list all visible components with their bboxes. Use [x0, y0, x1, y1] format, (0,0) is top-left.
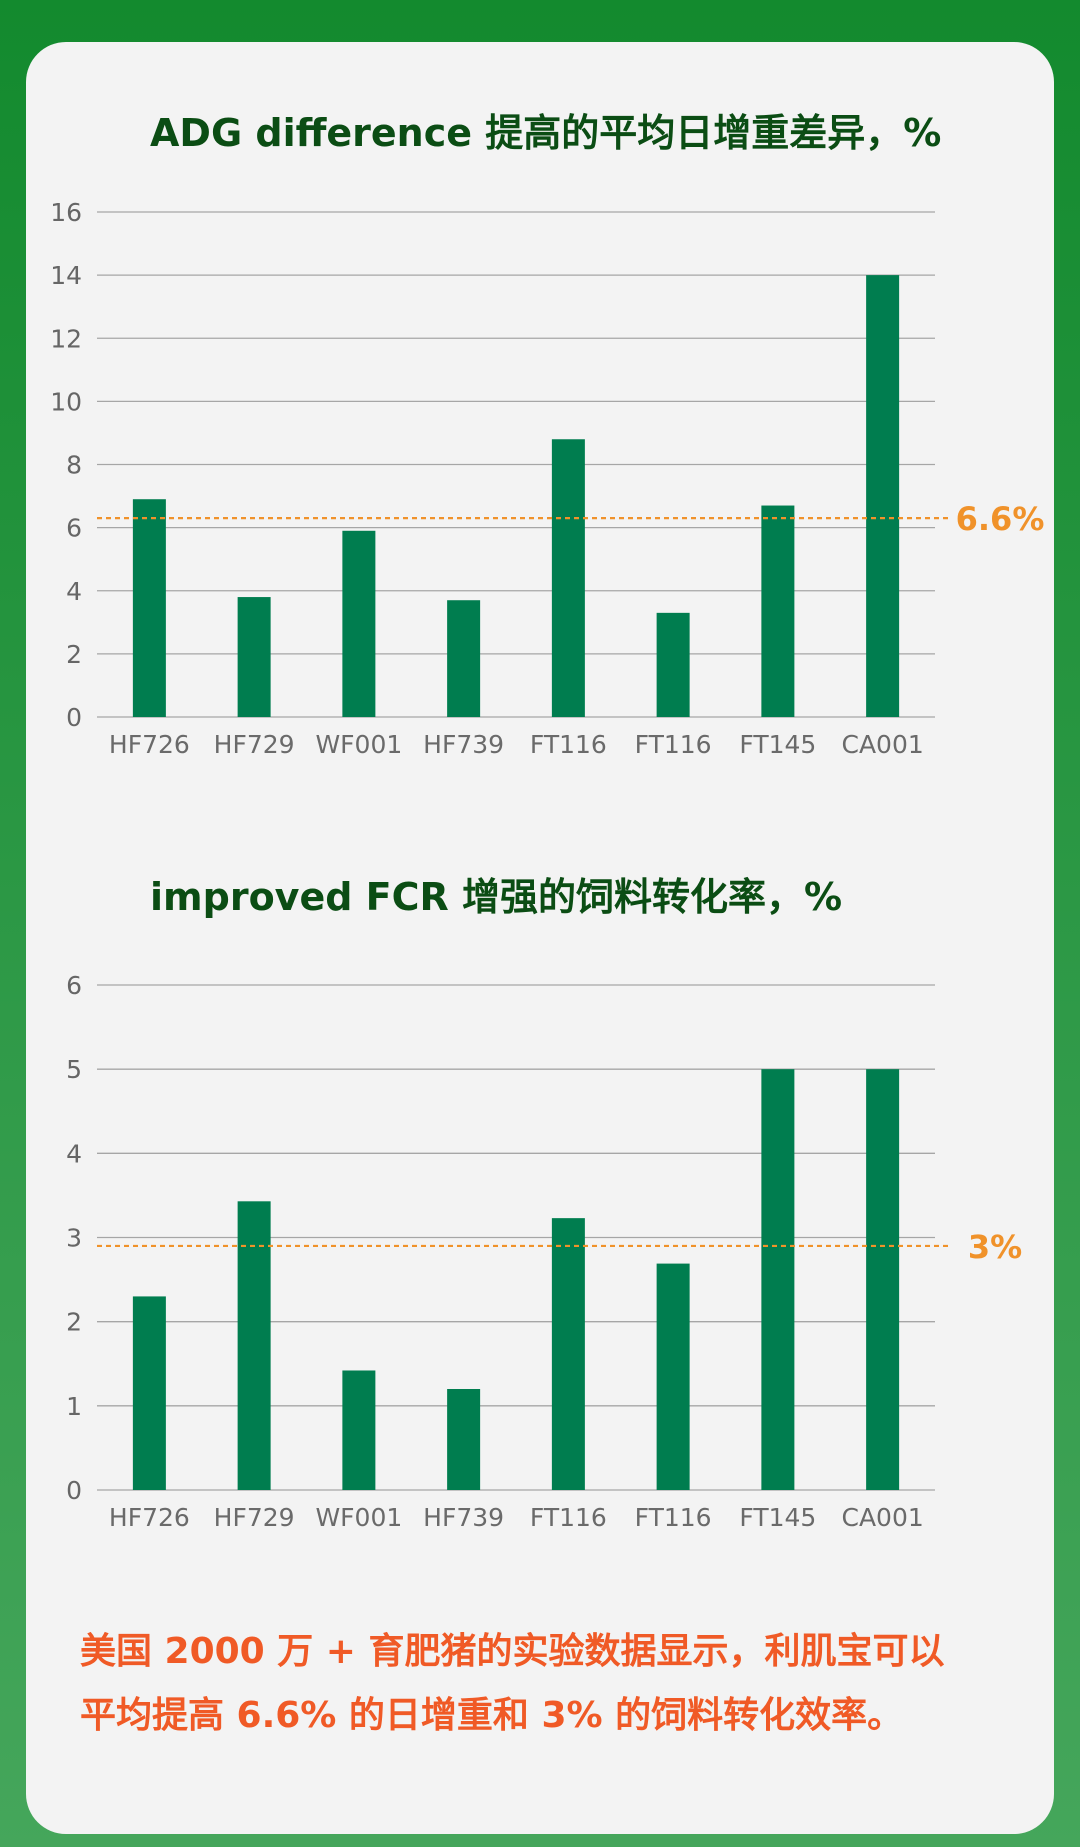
bar: [656, 1263, 690, 1490]
bar: [132, 1296, 166, 1490]
x-tick-label: HF726: [109, 1503, 190, 1532]
adg-bar-chart: 0 2 4 6 8 10 12 14 16 HF726 HF729 WF001 HF739 FT116 FT…: [50, 198, 1045, 759]
x-tick-label: WF001: [315, 1503, 402, 1532]
x-tick-label: FT116: [635, 1503, 712, 1532]
fcr-chart-title: improved FCR 增强的饲料转化率，%: [150, 875, 843, 919]
x-tick-label: HF739: [423, 730, 504, 759]
average-reference-label: 6.6%: [956, 500, 1045, 538]
fcr-bar-chart: 0 1 2 3 4 5 6 HF726 HF729 WF001 HF739 FT116 FT116 FT1…: [66, 971, 1022, 1532]
x-tick-label: FT145: [739, 730, 816, 759]
y-tick-label: 14: [50, 261, 82, 290]
x-tick-label: WF001: [315, 730, 402, 759]
summary-text: 美国 2000 万 + 育肥猪的实验数据显示，利肌宝可以 平均提高 6.6% 的…: [80, 1620, 1040, 1748]
y-tick-label: 16: [50, 198, 82, 227]
x-tick-label: CA001: [841, 730, 923, 759]
x-tick-label: FT116: [635, 730, 712, 759]
bar: [761, 1069, 795, 1490]
x-tick-label: FT116: [530, 730, 607, 759]
x-tick-label: HF729: [214, 1503, 295, 1532]
bar: [237, 1201, 271, 1490]
average-reference-label: 3%: [968, 1228, 1022, 1266]
y-tick-label: 4: [66, 1139, 82, 1168]
y-tick-label: 12: [50, 324, 82, 353]
x-tick-label: HF726: [109, 730, 190, 759]
y-tick-label: 2: [66, 640, 82, 669]
bar: [551, 439, 585, 717]
y-tick-label: 0: [66, 1476, 82, 1505]
y-tick-label: 1: [66, 1392, 82, 1421]
y-tick-label: 10: [50, 387, 82, 416]
x-tick-label: CA001: [841, 1503, 923, 1532]
y-tick-label: 4: [66, 577, 82, 606]
bar: [866, 275, 900, 717]
x-tick-label: HF739: [423, 1503, 504, 1532]
bar: [551, 1218, 585, 1490]
bar: [342, 530, 376, 717]
y-tick-label: 2: [66, 1308, 82, 1337]
x-tick-label: HF729: [214, 730, 295, 759]
y-tick-label: 8: [66, 451, 82, 480]
summary-line-1: 美国 2000 万 + 育肥猪的实验数据显示，利肌宝可以: [80, 1631, 945, 1672]
y-tick-label: 6: [66, 514, 82, 543]
summary-line-2: 平均提高 6.6% 的日增重和 3% 的饲料转化效率。: [80, 1695, 904, 1736]
y-tick-label: 5: [66, 1055, 82, 1084]
bar: [866, 1069, 900, 1490]
bar: [237, 597, 271, 717]
bar: [342, 1370, 376, 1490]
bar: [656, 612, 690, 717]
y-tick-label: 0: [66, 703, 82, 732]
adg-chart-title: ADG difference 提高的平均日增重差异，%: [150, 111, 942, 155]
x-tick-label: FT116: [530, 1503, 607, 1532]
y-tick-label: 6: [66, 971, 82, 1000]
x-tick-label: FT145: [739, 1503, 816, 1532]
bar: [761, 505, 795, 717]
bar: [132, 499, 166, 717]
bar: [447, 1389, 481, 1490]
y-tick-label: 3: [66, 1224, 82, 1253]
bar: [447, 600, 481, 717]
